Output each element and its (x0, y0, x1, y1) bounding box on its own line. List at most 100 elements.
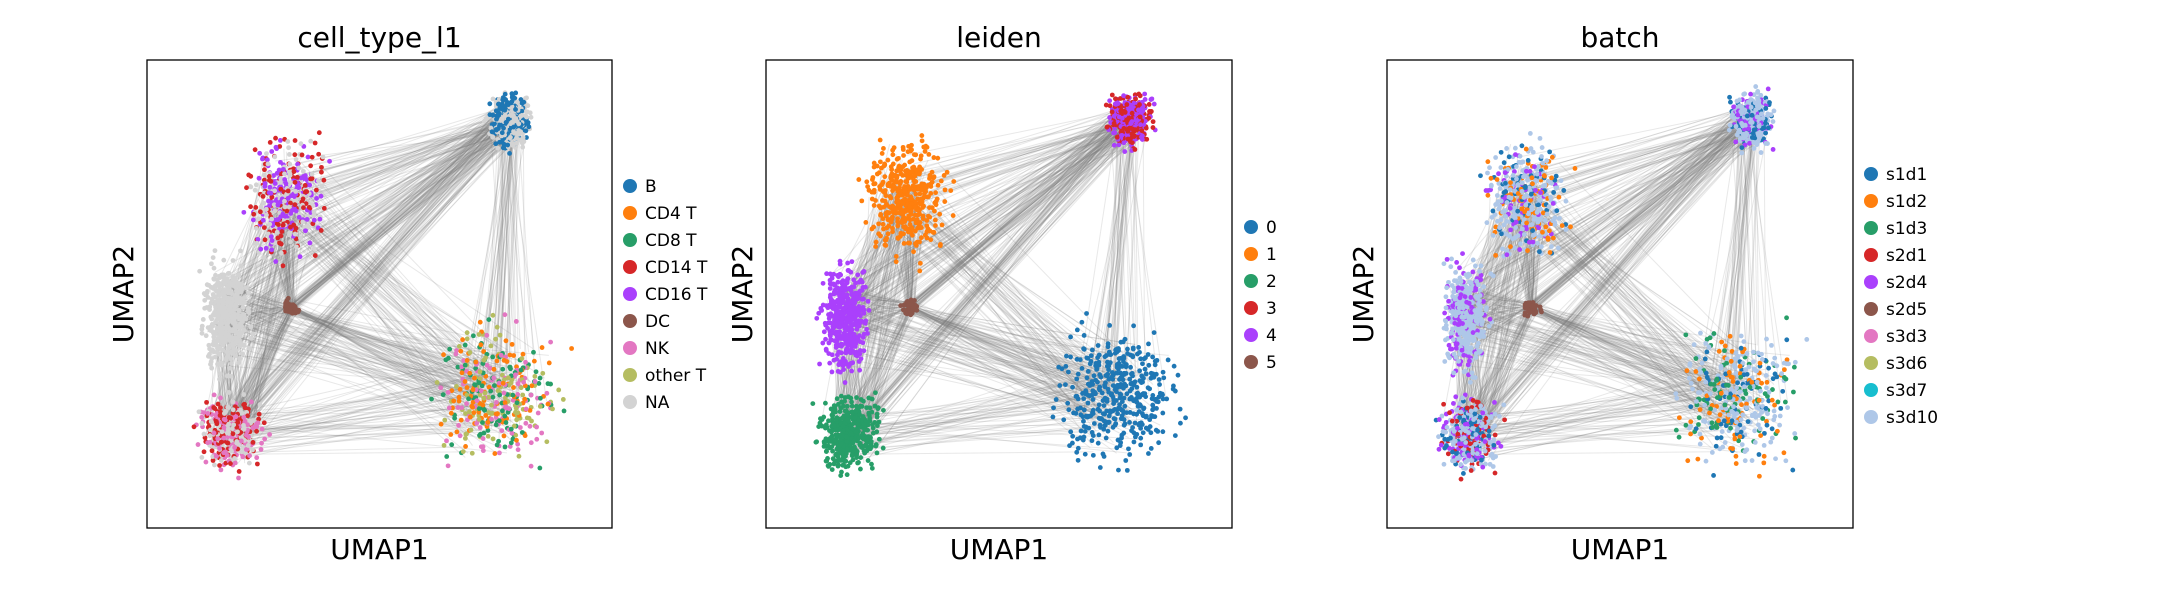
point (304, 189, 310, 195)
edge (232, 314, 495, 394)
edge (299, 121, 507, 193)
point (466, 396, 471, 402)
point (890, 229, 895, 235)
edge (289, 126, 511, 310)
point (274, 229, 280, 235)
edge (221, 370, 502, 440)
edge (230, 116, 519, 331)
point (823, 346, 829, 352)
point (232, 456, 237, 461)
edge (236, 320, 461, 409)
edge (291, 302, 491, 407)
point (474, 420, 480, 426)
point (480, 444, 486, 450)
edge (304, 120, 506, 194)
point (201, 449, 207, 455)
edge (233, 345, 477, 420)
edge (287, 214, 291, 307)
point (202, 435, 208, 441)
edge (216, 346, 227, 422)
point (845, 260, 851, 266)
point (494, 116, 499, 122)
point (477, 319, 483, 325)
point (835, 368, 841, 374)
point (254, 240, 260, 246)
point (221, 435, 227, 441)
point (860, 334, 866, 340)
point (861, 269, 867, 274)
edge (243, 309, 293, 431)
edge (287, 138, 515, 308)
edge (225, 304, 511, 409)
point (489, 129, 495, 135)
point (239, 410, 245, 416)
edge (227, 294, 531, 364)
point (248, 324, 254, 330)
edge (245, 176, 303, 438)
edge (245, 407, 478, 455)
point (445, 390, 451, 395)
point (288, 200, 293, 206)
legend-label: NA (645, 393, 670, 413)
edge (289, 307, 468, 344)
point (209, 448, 215, 454)
point (502, 444, 508, 450)
point (466, 409, 472, 415)
point (446, 355, 451, 361)
point (853, 352, 859, 358)
point (291, 206, 297, 211)
edge (231, 112, 505, 433)
point (920, 205, 926, 210)
edge (294, 103, 508, 303)
point (528, 463, 534, 469)
point (217, 321, 223, 327)
point (214, 349, 220, 355)
point (467, 370, 473, 376)
point (1113, 101, 1119, 107)
point (537, 375, 543, 381)
point (1133, 96, 1138, 102)
point (259, 440, 264, 446)
point (927, 176, 932, 181)
edge (479, 128, 514, 392)
point (1129, 131, 1135, 137)
edge (292, 119, 504, 307)
point (880, 221, 886, 227)
point (230, 276, 236, 282)
edge (292, 308, 471, 398)
point (525, 103, 531, 109)
point (452, 415, 458, 421)
point (502, 96, 508, 102)
edge (232, 297, 502, 377)
edge (233, 134, 521, 332)
edge (209, 111, 501, 345)
edge (240, 117, 514, 424)
point (447, 346, 453, 352)
edge (490, 140, 513, 429)
point (524, 95, 529, 101)
edge (288, 222, 307, 308)
point (1132, 147, 1138, 152)
point (248, 204, 253, 210)
point (246, 345, 252, 351)
point (459, 405, 465, 411)
point (211, 265, 217, 271)
point (292, 152, 298, 158)
point (296, 165, 302, 171)
point (1125, 128, 1131, 134)
edge (290, 312, 501, 387)
edge (475, 123, 512, 406)
point (453, 351, 459, 357)
point (911, 172, 917, 178)
point (327, 158, 332, 164)
edge (458, 118, 514, 397)
point (220, 274, 226, 280)
point (261, 172, 267, 178)
point (280, 222, 286, 228)
point (540, 370, 546, 376)
edge (236, 403, 497, 416)
edge (237, 419, 497, 432)
edge (297, 127, 505, 310)
point (225, 440, 231, 446)
edge (238, 310, 487, 367)
